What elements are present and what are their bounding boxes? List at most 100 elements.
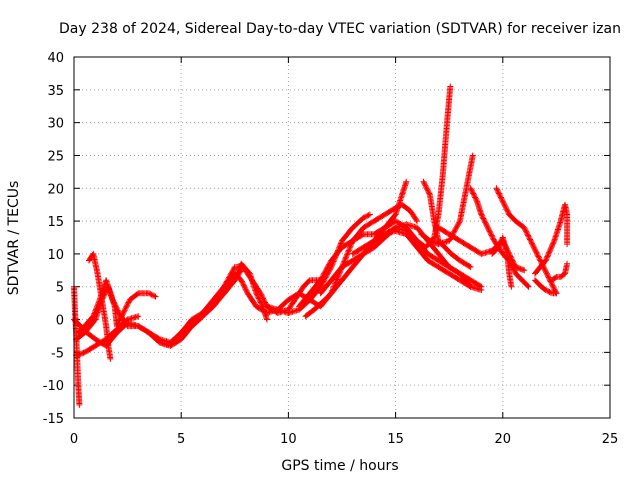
series-marker-segment [506,211,518,224]
series-s23 [532,277,560,297]
series-marker-segment [210,284,227,303]
series-marker-segment [435,173,446,218]
series-marker-segment [456,257,474,270]
series-marker-segment [126,291,141,303]
series-marker-segment [532,277,544,289]
series-marker-segment [499,198,512,217]
series-marker-segment [542,239,557,264]
series-marker-segment [317,258,334,284]
y-tick-label: 35 [47,84,64,99]
series-marker-segment [124,313,142,323]
series-marker-segment [532,258,548,277]
series-marker-segment [418,231,432,243]
x-tick-label: 10 [280,432,297,447]
x-tick-label: 5 [177,432,185,447]
series-marker-segment [371,235,387,251]
series-marker-segment [474,198,484,217]
x-tick-label: 20 [495,432,512,447]
series-marker-segment [444,83,454,126]
series-marker-segment [231,270,244,283]
series-marker-segment [328,265,345,284]
series-marker-segment [424,257,441,270]
series-marker-segment [562,260,571,277]
x-axis-ticks: 0 5 10 15 20 25 [70,57,618,447]
series-marker-segment [321,291,334,303]
series-marker-segment [512,218,527,230]
series-marker-segment [439,121,450,179]
series-marker-segment [549,274,559,284]
series-marker-segment [484,224,497,243]
series-marker-segment [557,271,567,280]
x-tick-label: 0 [70,432,78,447]
series-marker-segment [431,218,442,243]
series-marker-segment [435,257,451,270]
series-marker-segment [349,245,366,257]
chart-title: Day 238 of 2024, Sidereal Day-to-day VTE… [59,21,621,37]
x-tick-label: 15 [387,432,404,447]
series-marker-segment [519,277,532,290]
series-marker-segment [296,291,312,310]
series-marker-segment [120,298,133,316]
series-marker-segment [221,278,237,297]
series-marker-segment [407,208,420,225]
series-s24 [532,201,571,277]
series-marker-segment [77,323,89,335]
series-marker-segment [274,297,291,313]
series-marker-segment [506,270,515,290]
series-marker-segment [467,277,485,290]
series-marker-segment [446,264,462,276]
series-marker-segment [285,298,297,313]
series-marker-segment [238,277,250,295]
series-marker-segment [478,211,491,230]
series-marker-segment [249,277,263,296]
y-tick-label: 5 [56,281,64,296]
series-marker-segment [328,245,345,264]
y-tick-label: 40 [47,51,64,66]
series-marker-segment [512,270,525,283]
series-marker-segment [420,178,433,197]
series-marker-segment [392,193,405,218]
series-marker-segment [463,152,476,192]
series-marker-segment [105,342,114,362]
series-marker-segment [221,265,238,290]
series-marker-segment [253,290,265,309]
series-marker-segment [311,297,327,313]
series-marker-segment [564,211,571,248]
series-marker-segment [399,178,410,198]
series-s25 [549,260,571,284]
x-axis-label: GPS time / hours [281,458,398,474]
series-marker-segment [489,245,501,257]
series-marker-segment [178,324,194,339]
series-s17 [420,178,474,270]
series-marker-segment [135,323,151,335]
series-marker-segment [178,320,194,336]
series-marker-segment [188,314,205,330]
series-marker-segment [456,186,470,225]
y-axis-label: SDTVAR / TECUs [6,181,22,296]
y-tick-label: -5 [51,346,64,361]
series-marker-segment [113,320,130,336]
series-marker-segment [296,297,312,313]
series-marker-segment [317,265,334,290]
series-s9 [199,264,324,316]
series-marker-segment [441,244,454,256]
series-marker-segment [414,244,430,263]
series-marker-segment [167,337,183,349]
y-tick-label: 30 [47,117,64,132]
series-marker-segment [317,278,334,297]
series-marker-segment [81,343,98,356]
series-marker-segment [392,218,409,230]
series-s22 [489,234,515,290]
series-marker-segment [306,284,323,303]
series-marker-segment [551,219,564,244]
series-marker-segment [435,224,451,237]
series-marker-segment [499,234,510,256]
series-marker-segment [349,215,366,231]
series-marker-segment [456,237,473,250]
series-marker-segment [456,270,473,283]
series-marker-segment [403,224,420,243]
y-tick-label: 0 [56,314,64,329]
series-s16 [371,83,454,251]
y-tick-label: 20 [47,182,64,197]
